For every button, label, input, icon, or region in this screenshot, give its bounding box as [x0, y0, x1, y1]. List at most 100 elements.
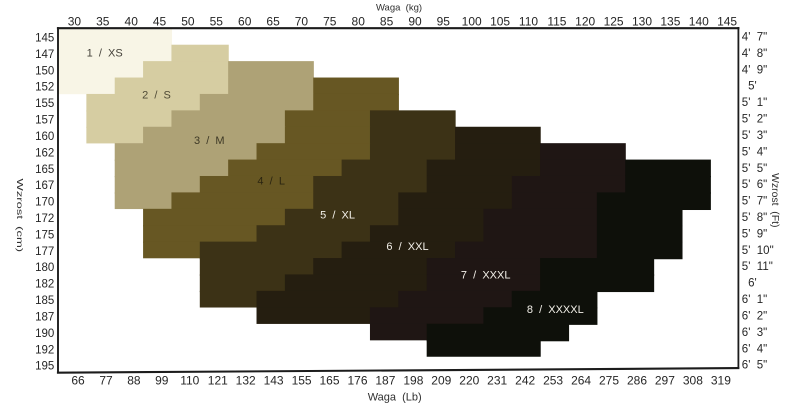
svg-text:132: 132	[236, 374, 256, 388]
svg-text:5' 9": 5' 9"	[742, 228, 767, 240]
svg-text:8 / XXXXL: 8 / XXXXL	[527, 304, 584, 316]
svg-text:6' 5": 6' 5"	[742, 360, 767, 372]
svg-text:275: 275	[599, 374, 619, 388]
svg-text:5' 3": 5' 3"	[742, 130, 767, 142]
svg-text:167: 167	[35, 180, 54, 192]
svg-text:187: 187	[375, 374, 395, 388]
svg-text:162: 162	[35, 147, 54, 159]
svg-text:308: 308	[683, 374, 703, 388]
svg-text:5' 10": 5' 10"	[742, 245, 774, 257]
svg-text:140: 140	[689, 15, 709, 29]
svg-text:5' 5": 5' 5"	[742, 163, 767, 175]
svg-text:125: 125	[604, 15, 624, 29]
svg-text:264: 264	[571, 374, 591, 388]
svg-text:143: 143	[264, 374, 284, 388]
svg-text:6' 4": 6' 4"	[742, 343, 767, 355]
svg-text:177: 177	[35, 246, 54, 258]
svg-text:180: 180	[35, 262, 54, 274]
svg-text:90: 90	[408, 15, 422, 29]
svg-text:45: 45	[153, 15, 167, 29]
svg-text:121: 121	[208, 374, 228, 388]
svg-text:145: 145	[35, 33, 54, 45]
svg-text:175: 175	[35, 229, 54, 241]
svg-text:170: 170	[35, 197, 54, 209]
svg-text:40: 40	[125, 15, 139, 29]
svg-text:77: 77	[99, 374, 113, 388]
svg-text:165: 165	[35, 164, 54, 176]
svg-text:150: 150	[35, 65, 54, 77]
svg-text:5' 6": 5' 6"	[742, 179, 767, 191]
svg-text:6 / XXL: 6 / XXL	[386, 241, 428, 253]
svg-text:5' 11": 5' 11"	[742, 261, 773, 273]
svg-text:195: 195	[35, 361, 54, 373]
svg-text:152: 152	[35, 82, 54, 94]
svg-text:182: 182	[35, 279, 54, 291]
svg-text:3 / M: 3 / M	[194, 135, 225, 147]
svg-text:242: 242	[515, 374, 535, 388]
svg-text:6' 3": 6' 3"	[742, 327, 767, 339]
svg-text:75: 75	[323, 15, 337, 29]
svg-text:319: 319	[711, 374, 731, 388]
svg-text:95: 95	[437, 15, 451, 29]
svg-text:65: 65	[266, 15, 280, 29]
svg-text:155: 155	[292, 374, 312, 388]
svg-text:198: 198	[403, 374, 423, 388]
svg-text:220: 220	[459, 374, 479, 388]
svg-text:1 / XS: 1 / XS	[87, 48, 123, 60]
svg-text:50: 50	[181, 15, 195, 29]
svg-text:187: 187	[35, 312, 54, 324]
svg-text:165: 165	[319, 374, 339, 388]
svg-text:Wzrost (Ft): Wzrost (Ft)	[769, 173, 780, 227]
svg-text:5' 2": 5' 2"	[742, 114, 767, 126]
svg-text:100: 100	[462, 15, 482, 29]
svg-text:80: 80	[352, 15, 366, 29]
svg-text:Waga (kg): Waga (kg)	[376, 3, 422, 14]
svg-text:155: 155	[35, 98, 54, 110]
svg-text:160: 160	[35, 131, 54, 143]
svg-text:4' 8": 4' 8"	[742, 48, 767, 60]
svg-text:35: 35	[96, 15, 110, 29]
svg-text:145: 145	[717, 15, 737, 29]
svg-text:120: 120	[575, 15, 595, 29]
svg-text:70: 70	[295, 15, 309, 29]
svg-text:231: 231	[487, 374, 507, 388]
svg-text:4 / L: 4 / L	[257, 176, 285, 188]
svg-text:253: 253	[543, 374, 563, 388]
svg-text:Waga (Lb): Waga (Lb)	[368, 391, 422, 403]
svg-text:110: 110	[519, 15, 538, 29]
svg-text:85: 85	[380, 15, 394, 29]
svg-text:192: 192	[35, 344, 54, 356]
svg-text:66: 66	[71, 374, 85, 388]
svg-text:2 / S: 2 / S	[142, 90, 171, 102]
svg-text:7 / XXXL: 7 / XXXL	[461, 270, 511, 282]
svg-text:209: 209	[431, 374, 451, 388]
svg-text:105: 105	[490, 15, 510, 29]
svg-text:99: 99	[155, 374, 169, 388]
svg-text:6': 6'	[748, 278, 757, 290]
svg-text:172: 172	[35, 213, 54, 225]
svg-text:185: 185	[35, 295, 54, 307]
svg-text:5' 1": 5' 1"	[742, 97, 767, 109]
svg-text:135: 135	[660, 15, 680, 29]
svg-text:55: 55	[210, 15, 224, 29]
svg-text:60: 60	[238, 15, 252, 29]
svg-text:Wzrost (cm): Wzrost (cm)	[14, 179, 23, 253]
svg-text:6' 1": 6' 1"	[742, 294, 767, 306]
svg-text:5' 8": 5' 8"	[742, 212, 767, 224]
svg-text:297: 297	[655, 374, 675, 388]
svg-text:5' 7": 5' 7"	[742, 196, 767, 208]
svg-text:5': 5'	[748, 81, 757, 93]
svg-text:176: 176	[347, 374, 367, 388]
svg-text:190: 190	[35, 328, 54, 340]
svg-text:157: 157	[35, 115, 54, 127]
svg-text:6' 2": 6' 2"	[742, 311, 767, 323]
svg-text:130: 130	[632, 15, 652, 29]
svg-text:30: 30	[68, 15, 82, 29]
svg-text:286: 286	[627, 374, 647, 388]
svg-text:5' 4": 5' 4"	[742, 146, 767, 158]
svg-text:115: 115	[547, 15, 566, 29]
svg-text:147: 147	[35, 49, 54, 61]
svg-text:4' 9": 4' 9"	[742, 64, 767, 76]
svg-text:88: 88	[127, 374, 141, 388]
svg-text:5 / XL: 5 / XL	[320, 210, 355, 222]
